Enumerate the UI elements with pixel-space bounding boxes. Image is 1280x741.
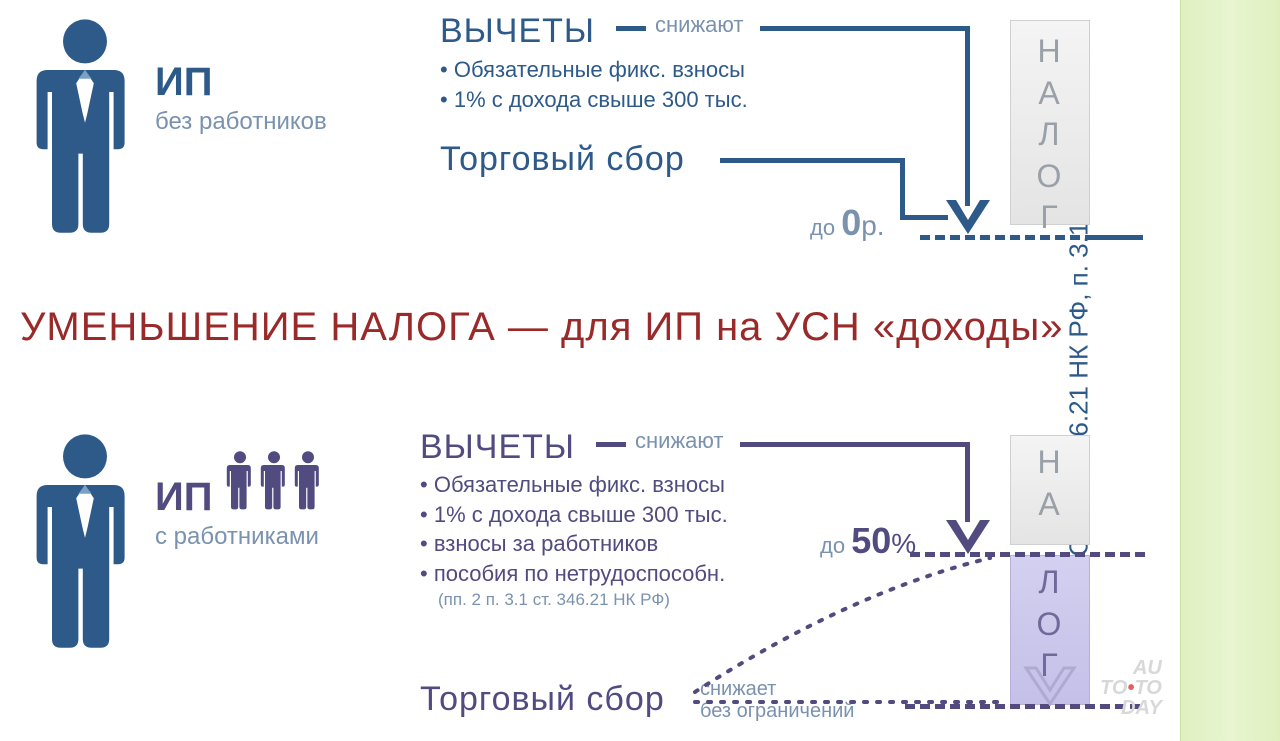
bullet-item: • Обязательные фикс. взносы: [420, 470, 728, 500]
person-small-icon: [225, 450, 255, 510]
tax-letter: А: [1011, 73, 1089, 115]
bullet-item: • взносы за работников: [420, 529, 728, 559]
watermark: AU TO•TO DAY: [1100, 658, 1162, 718]
tax-box: Н А Л О Г: [1010, 20, 1090, 225]
baseline-solid: [1093, 235, 1143, 240]
deduction-bullets: • Обязательные фикс. взносы • 1% с доход…: [420, 470, 728, 612]
connector-line: [596, 442, 626, 447]
citation-strip: Статья 346.21 НК РФ, п. 3.1.: [1180, 0, 1280, 741]
deductions-heading: ВЫЧЕТЫ: [420, 428, 575, 467]
deductions-heading: ВЫЧЕТЫ: [440, 12, 595, 51]
bullet-item: • Обязательные фикс. взносы: [440, 55, 748, 85]
connector-line: [760, 26, 968, 31]
tax-box-upper: Н А: [1010, 435, 1090, 545]
bullet-note: (пп. 2 п. 3.1 ст. 346.21 НК РФ): [438, 589, 728, 612]
connector-line: [616, 26, 646, 31]
connector-line: [900, 158, 905, 220]
arrow-stem: [965, 26, 970, 206]
bullet-item: • пособия по нетрудоспособн.: [420, 559, 728, 589]
ip-title: ИП: [155, 60, 213, 105]
tax-letter: О: [1011, 156, 1089, 198]
trade-fee-heading: Торговый сбор: [440, 140, 685, 179]
person-icon: [30, 15, 140, 240]
tax-letter: Н: [1011, 442, 1089, 484]
connector-line: [900, 215, 948, 220]
person-small-icon: [259, 450, 289, 510]
reduce-label: снижают: [635, 428, 723, 454]
connector-line: [740, 442, 968, 447]
tax-letter: Г: [1011, 197, 1089, 239]
bullet-item: • 1% с дохода свыше 300 тыс.: [440, 85, 748, 115]
deduction-bullets: • Обязательные фикс. взносы • 1% с доход…: [440, 55, 748, 114]
trade-fee-heading: Торговый сбор: [420, 680, 665, 719]
arrow-stem: [965, 442, 970, 522]
tax-letter: Л: [1011, 114, 1089, 156]
arrow-head-icon: [944, 194, 992, 234]
tax-letter: Н: [1011, 31, 1089, 73]
tax-letter: А: [1011, 484, 1089, 526]
dashed-baseline: [920, 235, 1110, 240]
main-title: УМЕНЬШЕНИЕ НАЛОГА — для ИП на УСН «доход…: [20, 305, 1160, 350]
ip-subtitle: без работников: [155, 108, 327, 136]
dotted-curve: [690, 552, 1040, 712]
arrow-head-outline-icon: [1022, 660, 1078, 706]
person-small-icon: [293, 450, 323, 510]
limit-label: до 0р.: [810, 202, 885, 244]
ip-title: ИП: [155, 475, 213, 520]
arrow-head-icon: [944, 514, 992, 554]
connector-line: [720, 158, 905, 163]
person-icon: [30, 430, 140, 655]
workers-icon-row: [225, 450, 323, 510]
reduce-label: снижают: [655, 12, 743, 38]
bullet-item: • 1% с дохода свыше 300 тыс.: [420, 500, 728, 530]
ip-subtitle: с работниками: [155, 523, 319, 551]
